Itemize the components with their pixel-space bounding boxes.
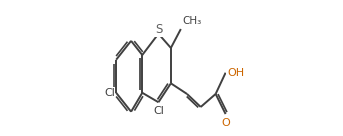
Text: S: S xyxy=(155,23,162,36)
Text: CH₃: CH₃ xyxy=(182,16,201,26)
Text: O: O xyxy=(221,118,230,128)
Text: Cl: Cl xyxy=(104,88,115,98)
Text: OH: OH xyxy=(227,68,244,78)
Text: Cl: Cl xyxy=(153,106,164,116)
